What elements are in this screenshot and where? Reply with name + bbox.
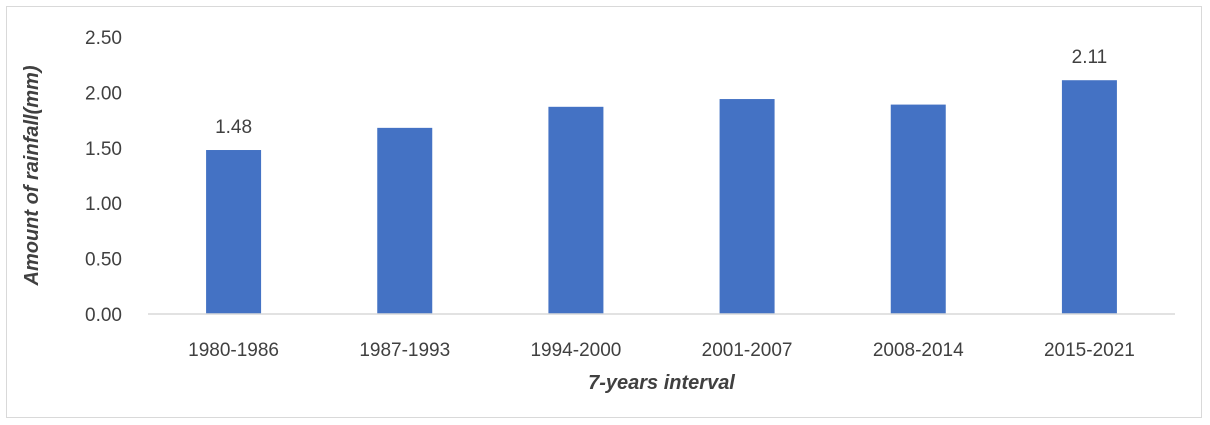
y-tick-label: 2.50 — [85, 28, 122, 49]
x-tick-label: 2015-2021 — [1044, 340, 1135, 361]
chart-frame — [6, 6, 1202, 418]
y-tick-label: 0.00 — [85, 305, 122, 326]
y-tick-label: 1.50 — [85, 139, 122, 160]
data-label: 1.48 — [215, 117, 252, 138]
x-tick-label: 1994-2000 — [530, 340, 621, 361]
y-tick-label: 0.50 — [85, 250, 122, 271]
bar — [719, 99, 775, 314]
bar — [890, 104, 946, 314]
y-axis-title: Amount of rainfall(mm) — [21, 65, 43, 286]
y-tick-label: 2.00 — [85, 83, 122, 104]
bar — [377, 127, 433, 314]
x-tick-label: 1987-1993 — [359, 340, 450, 361]
data-labels: 1.48 2.11 — [215, 47, 1107, 138]
y-axis-ticks: 0.00 0.50 1.00 1.50 2.00 2.50 — [85, 28, 122, 326]
bar — [1061, 80, 1117, 314]
x-tick-label: 1980-1986 — [188, 340, 279, 361]
data-label: 2.11 — [1072, 47, 1108, 68]
bar — [206, 150, 262, 314]
x-axis-title: 7-years interval — [588, 372, 735, 394]
bars — [206, 80, 1117, 314]
bar — [548, 106, 604, 314]
x-tick-label: 2008-2014 — [873, 340, 964, 361]
y-tick-label: 1.00 — [85, 194, 122, 215]
x-tick-label: 2001-2007 — [702, 340, 793, 361]
x-axis-ticks: 1980-1986 1987-1993 1994-2000 2001-2007 2008… — [188, 340, 1135, 361]
